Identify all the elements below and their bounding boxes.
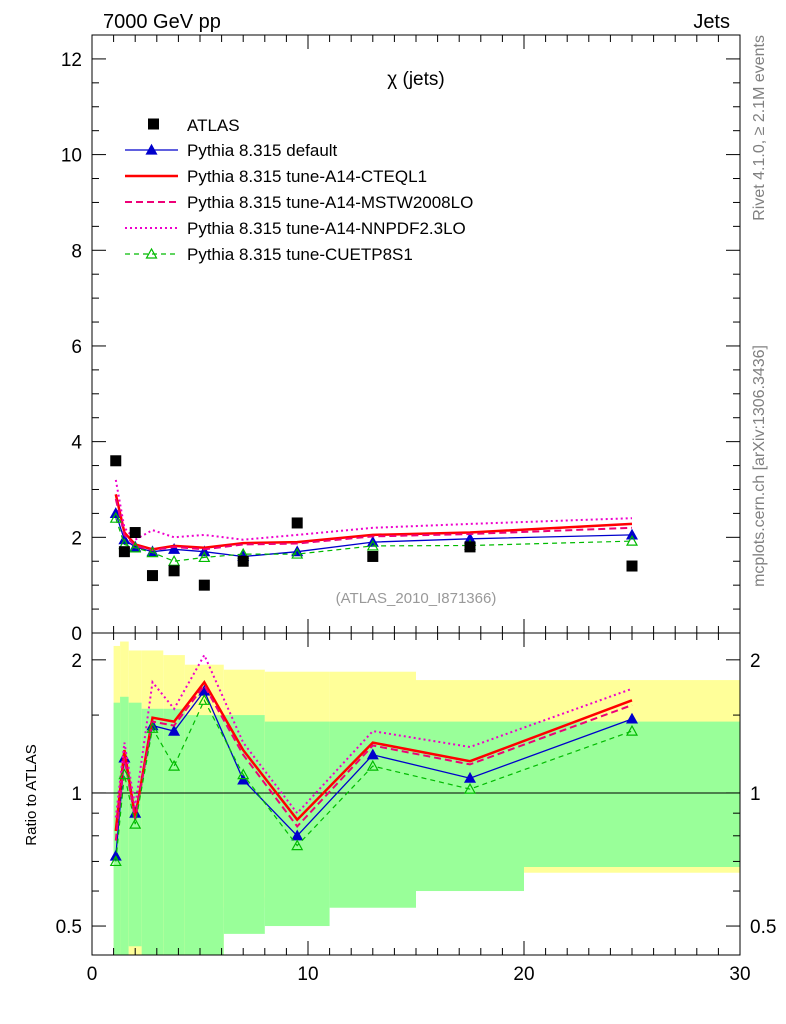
main-series-0-point [198,545,211,557]
atlas-data-point [367,550,379,562]
legend-label: Pythia 8.315 tune-A14-MSTW2008LO [187,193,473,212]
atlas-data-points [110,455,638,591]
legend-atlas-marker [148,118,159,130]
legend-label: Pythia 8.315 tune-A14-CTEQL1 [187,167,427,186]
main-series-4-point [109,511,122,523]
legend-label: Pythia 8.315 default [187,141,338,160]
ratio-series-4-point [118,768,131,780]
main-plot-panel: χ (jets) (ATLAS_2010_I871366) ATLAS Pythi… [61,34,741,645]
legend-marker-0 [145,143,158,155]
legend-label: Pythia 8.315 tune-A14-NNPDF2.3LO [187,219,466,238]
plot-title: χ (jets) [387,69,444,90]
ratio-series-line-3 [114,652,633,818]
green-band-bin [524,721,740,867]
ratio-series-4-point [366,759,379,771]
legend: ATLAS Pythia 8.315 default Pythia 8.315 tu… [125,116,473,264]
green-band-bin [128,702,142,947]
ratio-series-0-point [168,724,181,736]
ratio-series-4-point [625,724,639,736]
x-tick-label: 0 [87,964,98,985]
atlas-data-point [198,579,210,591]
green-band-bin [223,715,265,934]
ratio-series-4-point [291,839,304,851]
x-tick-label: 20 [513,964,534,985]
ratio-plot-panel: 0.5 0.51 12 20 10 20 30 Ratio to ATLAS [23,632,776,985]
ratio-series-4-point [198,694,211,705]
main-series-4-point [129,541,142,553]
ratio-series-0-point [463,771,477,783]
atlas-data-point [129,527,141,539]
ratio-y-tick-label: 0.5 [56,917,82,938]
ratio-frame [91,632,741,956]
main-series-4-point [146,546,159,558]
main-series-4-point [291,547,304,559]
atlas-data-point [168,565,180,577]
x-tick-label: 30 [729,964,750,985]
ratio-series-line-1 [114,679,633,832]
legend-label: ATLAS [187,116,240,135]
ratio-y-tick-label: 2 [71,651,82,672]
main-series-line-4 [115,518,633,562]
ratio-y-tick-label: 1 [71,784,82,805]
ratio-series-4-point [463,782,477,794]
ratio-series-line-2 [114,683,633,841]
ratio-y-tick-label-right: 2 [750,651,761,672]
ratio-series-4-point [129,817,142,829]
mcplots-source-label: mcplots.cern.ch [arXiv:1306.3436] [751,345,768,587]
atlas-data-point [118,546,130,558]
main-axes: 0 2 4 6 8 10 12 [61,34,741,645]
green-band-bin [264,721,330,927]
legend-marker-4 [145,247,158,259]
ratio-y-axis-label: Ratio to ATLAS [23,744,40,845]
main-series-4-point [366,539,379,551]
ratio-series-0-point [237,773,250,785]
atlas-data-point [291,517,303,529]
main-y-tick-label: 4 [71,433,82,454]
main-series-0-point [625,528,639,540]
main-y-tick-label: 12 [61,50,82,71]
green-band-bin [120,696,129,955]
ratio-axes: 0.5 0.51 12 20 10 20 30 [56,633,776,985]
green-band-bin [141,708,164,955]
ratio-y-tick-label-right: 0.5 [750,917,776,938]
rivet-version-label: Rivet 4.1.0, ≥ 2.1M events [751,35,768,221]
legend-label: Pythia 8.315 tune-CUETP8S1 [187,245,413,264]
ratio-series-0-point [625,712,639,724]
main-series-0-point [168,543,181,554]
main-series-group [109,479,639,566]
main-y-tick-label: 10 [61,146,82,167]
main-y-tick-label: 8 [71,241,82,262]
atlas-data-point [464,541,476,553]
green-band-bin [416,721,524,892]
x-tick-label: 10 [297,964,318,985]
green-band-bin [184,715,224,955]
main-series-4-point [168,555,181,566]
atlas-data-point [146,570,158,582]
main-series-line-1 [114,494,633,551]
ratio-y-tick-label-right: 1 [750,784,761,805]
atlas-data-point [626,560,638,572]
ratio-series-4-point [168,759,181,771]
ratio-series-4-point [237,768,250,780]
ratio-series-4-point [146,722,159,733]
ratio-series-line-4 [115,698,633,862]
header-right-label: Jets [693,11,730,33]
atlas-data-point [110,455,122,467]
main-y-tick-label: 6 [71,337,82,358]
header-left-label: 7000 GeV pp [103,11,221,33]
ratio-series-4-point [109,855,122,867]
main-series-4-point [198,551,211,563]
main-y-tick-label: 2 [71,528,82,549]
main-series-4-point [625,534,639,546]
ratio-series-group [109,652,639,867]
main-y-tick-label: 0 [71,624,82,645]
main-series-line-2 [114,498,633,552]
ratio-series-0-point [366,748,379,760]
analysis-watermark: (ATLAS_2010_I871366) [336,590,497,607]
green-band-bin [163,708,185,955]
ratio-uncertainty-bands [113,641,740,955]
atlas-data-point [237,555,249,567]
